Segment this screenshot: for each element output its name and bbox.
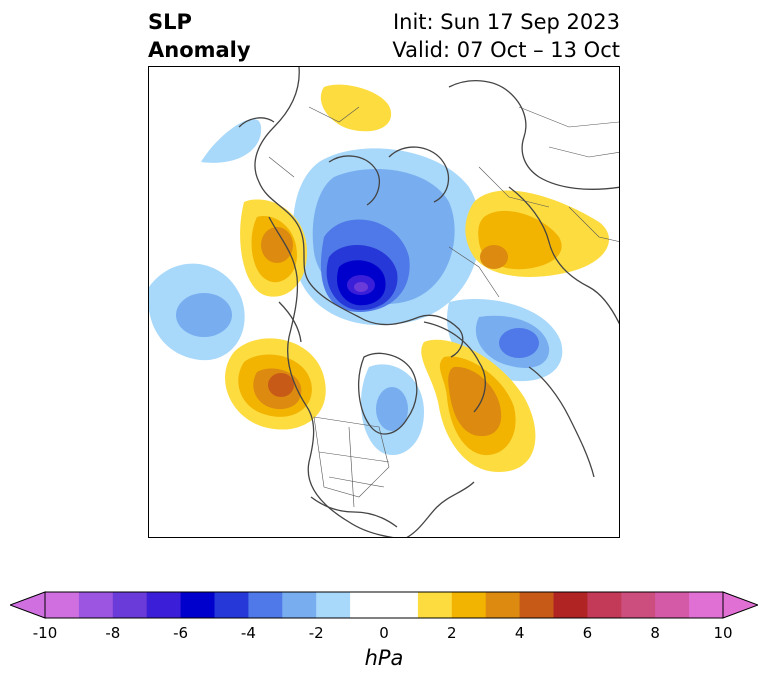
colorbar-segment: [655, 592, 690, 618]
colorbar-segment: [451, 592, 487, 618]
polar-map: [148, 66, 620, 538]
colorbar-frame: [44, 591, 724, 619]
anomaly-africa-high: [320, 84, 392, 132]
colorbar-segment: [384, 592, 419, 618]
colorbar-tick-label: 4: [514, 624, 525, 642]
colorbar-segment: [146, 592, 182, 618]
colorbar-tick-label: -2: [308, 624, 324, 642]
colorbar-segment: [621, 592, 656, 618]
colorbar-tick-label: -6: [173, 624, 189, 642]
colorbar-segment: [316, 592, 351, 618]
title-line-2: Anomaly: [148, 38, 251, 62]
colorbar-segment: [519, 592, 554, 618]
colorbar-tick-label: 8: [650, 624, 660, 642]
anomaly-siberia-high: [465, 190, 609, 277]
anomaly-west-pacific-low: [201, 118, 262, 163]
colorbar-segment: [282, 592, 317, 618]
title-line-1: SLP: [148, 10, 192, 34]
colorbar-tick-label: 10: [713, 624, 733, 642]
colorbar-segment: [553, 592, 588, 618]
country-borders: [268, 106, 619, 508]
colorbar-tick-label: 6: [582, 624, 593, 642]
colorbar-segment: [214, 592, 249, 618]
colorbar-segment: [689, 592, 724, 618]
colorbar-tick-label: -8: [105, 624, 121, 642]
colorbar-segment: [587, 592, 622, 618]
colorbar-unit-label: hPa: [364, 646, 404, 670]
colorbar: [8, 590, 760, 620]
anomaly-northeast-pacific-high: [240, 199, 307, 297]
colorbar-tick-label: -4: [240, 624, 256, 642]
colorbar-extend-min: [8, 591, 46, 619]
colorbar-segment: [180, 592, 215, 618]
anomaly-gulf-of-alaska-low: [149, 263, 245, 361]
colorbar-segment: [417, 592, 453, 618]
colorbar-extend-max: [722, 591, 760, 619]
colorbar-segment: [112, 592, 148, 618]
anomaly-map-svg: [149, 67, 619, 537]
anomaly-north-pacific-high: [225, 338, 326, 430]
colorbar-segment: [78, 592, 114, 618]
colorbar-segment: [485, 592, 521, 618]
anomaly-arctic-low: [292, 148, 481, 326]
colorbar-segment: [248, 592, 283, 618]
colorbar-svg: [8, 591, 760, 619]
init-date: Init: Sun 17 Sep 2023: [392, 10, 620, 34]
map-title: SLP Anomaly: [148, 8, 251, 64]
colorbar-segment: [350, 592, 385, 618]
colorbar-tick-labels: -10 -8 -6 -4 -2 0 2 4 6 8 10: [0, 624, 768, 644]
colorbar-segment: [45, 592, 80, 618]
valid-range: Valid: 07 Oct – 13 Oct: [392, 38, 620, 62]
colorbar-tick-label: -10: [32, 624, 58, 642]
coastlines: [238, 67, 619, 537]
date-info: Init: Sun 17 Sep 2023 Valid: 07 Oct – 13…: [392, 8, 620, 64]
colorbar-tick-label: 2: [447, 624, 457, 642]
colorbar-tick-label: 0: [379, 624, 389, 642]
